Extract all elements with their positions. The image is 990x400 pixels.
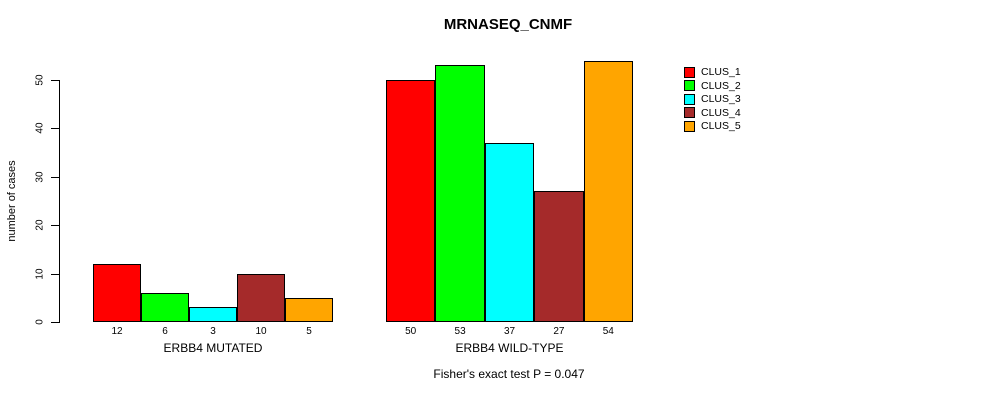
- y-axis-tick-label: 10: [34, 268, 46, 280]
- bar-value-label: 12: [111, 326, 123, 337]
- footnote: Fisher's exact test P = 0.047: [433, 367, 585, 381]
- bar-clus_4-wild-type: [534, 191, 584, 322]
- bar-clus_1-wild-type: [386, 80, 436, 322]
- bar-value-label: 37: [503, 326, 516, 337]
- bar-value-label: 5: [306, 326, 312, 337]
- legend-swatch: [684, 107, 695, 118]
- legend-item-clus_3: CLUS_3: [684, 93, 741, 105]
- legend-item-clus_1: CLUS_1: [684, 66, 741, 78]
- bar-clus_1-mutated: [93, 263, 141, 322]
- legend-swatch: [684, 120, 695, 132]
- legend-label: CLUS_1: [701, 66, 741, 78]
- legend-item-clus_5: CLUS_5: [684, 120, 741, 132]
- legend-swatch: [684, 93, 695, 105]
- bar-clus_4-mutated: [237, 273, 285, 322]
- y-axis-tick: [51, 322, 59, 323]
- bar-value-label: 54: [602, 326, 614, 337]
- y-axis-tick-label: 0: [34, 319, 46, 325]
- bar-value-label: 27: [553, 326, 565, 337]
- chart-title: MRNASEQ_CNMF: [443, 16, 573, 33]
- bar-value-label: 10: [255, 326, 267, 337]
- legend-item-clus_4: CLUS_4: [684, 107, 741, 119]
- y-axis-tick: [51, 176, 59, 178]
- y-axis-tick: [51, 128, 59, 130]
- y-axis-tick-label: 40: [34, 122, 46, 134]
- bar-value-label: 50: [405, 326, 417, 337]
- legend-label: CLUS_2: [701, 79, 741, 92]
- bar-value-label: 3: [210, 326, 216, 337]
- y-axis-tick-label: 20: [34, 219, 46, 231]
- bar-clus_3-mutated: [189, 307, 237, 322]
- bar-value-label: 53: [454, 326, 466, 337]
- y-axis-tick-label: 50: [34, 74, 46, 86]
- bar-value-label: 6: [162, 326, 168, 337]
- legend-label: CLUS_5: [701, 120, 741, 132]
- bar-clus_2-wild-type: [435, 65, 485, 322]
- y-axis-line: [59, 80, 60, 323]
- x-group-label: ERBB4 MUTATED: [163, 341, 263, 355]
- bar-clus_3-wild-type: [484, 142, 535, 322]
- y-axis-tick: [51, 225, 59, 227]
- y-axis-tick-label: 30: [34, 171, 46, 183]
- y-axis-tick: [51, 273, 59, 275]
- x-group-label: ERBB4 WILD-TYPE: [455, 341, 564, 355]
- legend-swatch: [684, 66, 695, 78]
- y-axis-label: number of cases: [6, 160, 18, 242]
- legend-swatch: [684, 80, 695, 91]
- bar-clus_5-mutated: [285, 297, 333, 322]
- legend-label: CLUS_4: [701, 106, 741, 119]
- y-axis-tick: [51, 80, 59, 81]
- bar-clus_2-mutated: [141, 292, 189, 322]
- legend-label: CLUS_3: [701, 93, 741, 105]
- bar-clus_5-wild-type: [583, 60, 633, 322]
- legend-item-clus_2: CLUS_2: [684, 80, 741, 92]
